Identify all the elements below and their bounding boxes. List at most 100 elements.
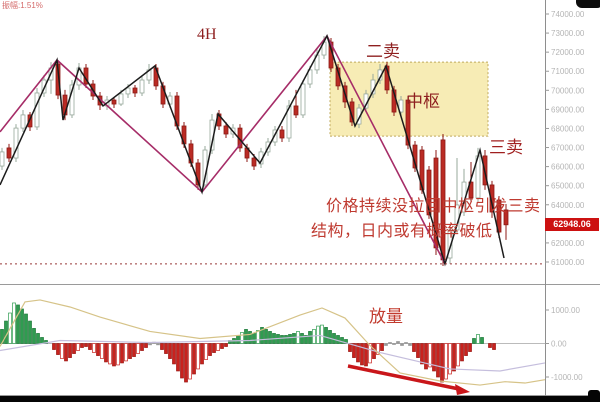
price-tick-label: 74000.00 (551, 10, 585, 19)
histogram-bar (140, 343, 144, 351)
histogram-bar (56, 343, 60, 355)
candle (41, 79, 47, 94)
histogram-bar (184, 343, 188, 383)
histogram-bar (384, 343, 388, 346)
histogram-bar (388, 342, 392, 344)
histogram-bar (128, 343, 132, 359)
histogram-bar (292, 333, 296, 344)
histogram-bar (284, 335, 288, 344)
histogram-bar (436, 343, 440, 378)
histogram-bar (200, 343, 204, 365)
candle (503, 209, 509, 226)
candle (398, 99, 404, 113)
histogram-bar (116, 343, 120, 366)
histogram-bar (392, 343, 396, 345)
histogram-bar (408, 343, 412, 346)
candle (34, 92, 40, 128)
histogram-bar (456, 343, 460, 367)
histogram-bar (192, 343, 196, 375)
histogram-bar (364, 343, 368, 367)
histogram-bar (100, 343, 104, 359)
histogram-bar (356, 343, 360, 363)
histogram-bar (32, 328, 36, 344)
price-tick-label: 71000.00 (551, 67, 585, 76)
histogram-bar (248, 331, 252, 344)
last-price-badge: 62948.06 (545, 218, 599, 231)
price-tick-label: 68000.00 (551, 124, 585, 133)
candle (132, 87, 138, 94)
histogram-bar (376, 343, 380, 355)
histogram-bar (448, 343, 452, 375)
histogram-bar (468, 343, 472, 352)
candle (125, 87, 131, 95)
histogram-bar (256, 330, 260, 344)
histogram-bar (480, 337, 484, 344)
candle (426, 169, 432, 216)
histogram-bar (76, 343, 80, 351)
histogram-bar (68, 343, 72, 358)
histogram-bar (136, 343, 140, 354)
histogram-bar (300, 333, 304, 344)
corner-handle[interactable] (588, 390, 600, 402)
histogram-bar (344, 339, 348, 344)
histogram-bar (132, 343, 136, 357)
candle (286, 105, 292, 139)
histogram-bar (316, 325, 320, 344)
histogram-bar (188, 343, 192, 380)
histogram-bar (120, 343, 124, 364)
histogram-bar (328, 330, 332, 344)
candle (447, 229, 453, 259)
price-tick-label: 65000.00 (551, 182, 585, 191)
histogram-bar (160, 343, 164, 350)
histogram-bar (404, 342, 408, 344)
histogram-bar (96, 343, 100, 356)
bottom-edge-bar (0, 396, 600, 402)
indicator-tick-label: -1000.00 (551, 373, 583, 382)
histogram-bar (412, 343, 416, 352)
histogram-bar (216, 343, 220, 351)
histogram-bar (64, 343, 68, 362)
histogram-bar (320, 324, 324, 344)
histogram-bar (240, 332, 244, 344)
candle (419, 149, 425, 191)
indicator-tick-label: 0.00 (551, 340, 567, 349)
histogram-bar (144, 343, 148, 348)
histogram-bar (472, 338, 476, 344)
histogram-bar (112, 343, 116, 367)
indicator-tick-label: 1000.00 (551, 306, 580, 315)
histogram-bar (176, 343, 180, 372)
price-tick-label: 62000.00 (551, 239, 585, 248)
histogram-bar (260, 327, 264, 344)
candle (307, 69, 313, 85)
candle (251, 157, 257, 167)
histogram-bar (72, 343, 76, 354)
histogram-bar (352, 343, 356, 358)
candle (300, 83, 306, 116)
histogram-bar (432, 343, 436, 372)
histogram-bar (304, 335, 308, 344)
histogram-bar (308, 331, 312, 344)
histogram-bar (92, 343, 96, 353)
histogram-bar (360, 343, 364, 366)
histogram-bar (236, 335, 240, 344)
histogram-bar (280, 335, 284, 344)
price-axis-labels: 74000.00 73000.00 72000.00 71000.00 70000.00… (545, 10, 585, 267)
toolbar-pill-button[interactable] (576, 0, 600, 8)
candle (111, 99, 117, 105)
histogram-bar (84, 343, 88, 347)
histogram-bar (464, 343, 468, 356)
candle (139, 79, 145, 94)
histogram-bar (368, 343, 372, 364)
ma-slow-line (0, 334, 546, 372)
histogram-bar (440, 343, 444, 383)
histogram-bar (124, 343, 128, 362)
candle (13, 127, 19, 159)
price-tick-label: 72000.00 (551, 48, 585, 57)
histogram-bar (52, 343, 56, 350)
histogram-bar (20, 308, 24, 344)
histogram-bar (400, 343, 404, 346)
candle (356, 107, 362, 125)
histogram-bar (4, 320, 8, 344)
